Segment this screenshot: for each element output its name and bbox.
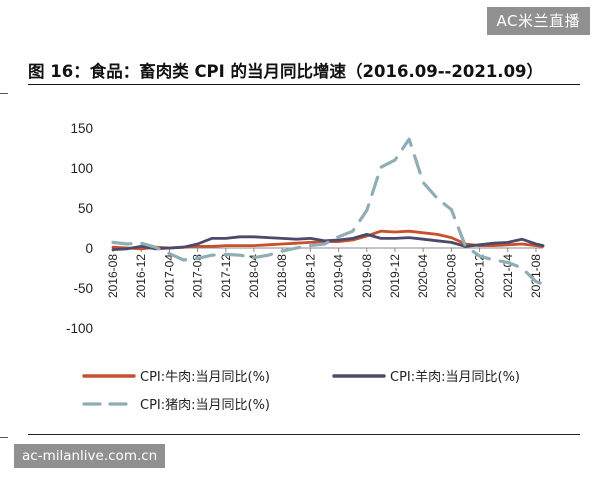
title-rule bbox=[28, 84, 580, 85]
edge-mark bbox=[0, 93, 8, 94]
series-line-2 bbox=[111, 232, 545, 252]
y-tick-label: 0 bbox=[85, 241, 93, 256]
series-line-3 bbox=[111, 137, 545, 286]
bottom-rule bbox=[28, 434, 580, 435]
x-tick-label: 2021-08 bbox=[529, 254, 543, 298]
x-tick-label: 2019-12 bbox=[388, 254, 402, 298]
x-tick-label: 2020-04 bbox=[416, 254, 430, 298]
x-tick-label: 2020-12 bbox=[473, 254, 487, 298]
x-tick-label: 2016-12 bbox=[134, 254, 148, 298]
edge-mark bbox=[0, 437, 8, 438]
x-tick-label: 2018-08 bbox=[275, 254, 289, 298]
x-tick-label: 2018-04 bbox=[247, 254, 261, 298]
y-tick-label: 50 bbox=[78, 201, 93, 216]
y-tick-label: -50 bbox=[73, 281, 93, 296]
chart-title: 图 16：食品：畜肉类 CPI 的当月同比增速（2016.09--2021.09… bbox=[28, 62, 544, 81]
y-tick-label: 100 bbox=[70, 161, 93, 176]
legend-label: CPI:猪肉:当月同比(%) bbox=[140, 398, 270, 413]
y-tick-label: 150 bbox=[70, 121, 93, 136]
x-tick-label: 2017-12 bbox=[219, 254, 233, 298]
x-tick-label: 2017-04 bbox=[162, 254, 176, 298]
source-url-badge: ac-milanlive.com.cn bbox=[14, 444, 166, 468]
watermark-badge: AC米兰直播 bbox=[486, 7, 590, 35]
legend-label: CPI:牛肉:当月同比(%) bbox=[140, 370, 270, 385]
x-tick-label: 2019-08 bbox=[360, 254, 374, 298]
x-tick-label: 2018-12 bbox=[303, 254, 317, 298]
x-tick-label: 2017-08 bbox=[191, 254, 205, 298]
x-tick-label: 2020-08 bbox=[444, 254, 458, 298]
legend-label: CPI:羊肉:当月同比(%) bbox=[390, 369, 520, 385]
x-tick-label: 2016-08 bbox=[106, 254, 120, 298]
y-tick-label: -100 bbox=[66, 321, 93, 336]
x-tick-label: 2019-04 bbox=[332, 254, 346, 298]
